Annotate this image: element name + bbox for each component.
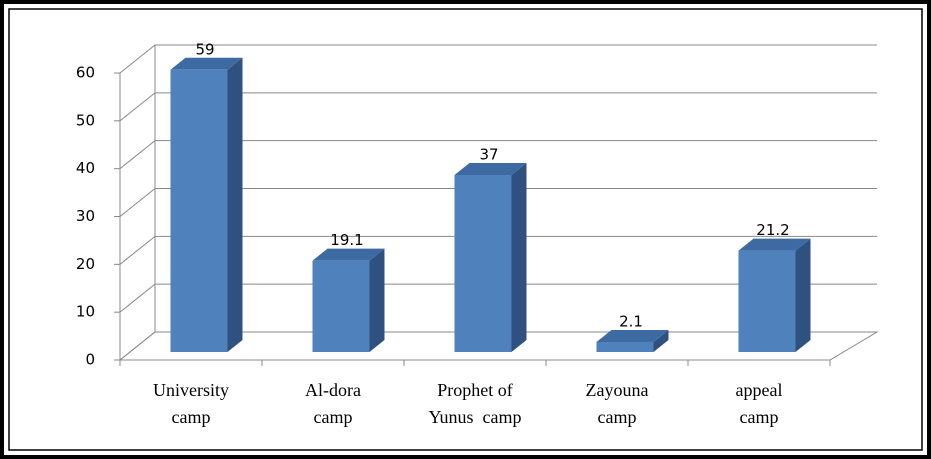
grid-line: [119, 235, 156, 265]
bar-front: [738, 250, 796, 352]
x-tick-label: Prophet of Yunus camp: [429, 380, 522, 427]
value-label: 21.2: [756, 221, 789, 239]
bar-front: [596, 341, 654, 352]
bar-side: [795, 238, 811, 352]
bar: [454, 163, 527, 352]
bar-top: [738, 238, 811, 251]
y-tick-label: 0: [85, 351, 95, 369]
bar-front: [170, 69, 228, 353]
bar: [738, 238, 811, 352]
value-label: 19.1: [330, 231, 363, 249]
grid-line: [119, 331, 156, 361]
x-tick-label: University camp: [153, 380, 229, 427]
bar-top: [170, 57, 243, 70]
bar-top: [454, 163, 527, 176]
y-tick-label: 60: [76, 64, 95, 82]
y-tick-label: 20: [76, 255, 95, 273]
value-label: 59: [195, 40, 214, 58]
grid-line: [119, 188, 156, 217]
bar-side: [227, 57, 243, 353]
bar-side: [653, 329, 669, 352]
bar: [312, 248, 385, 352]
inner-frame: [8, 8, 923, 451]
bar-top: [596, 329, 669, 342]
bar-side: [369, 248, 385, 352]
grid-line: [119, 140, 156, 170]
value-label: 37: [479, 146, 498, 164]
grid-line: [119, 283, 156, 313]
y-tick-label: 40: [76, 159, 95, 177]
bar: [596, 329, 669, 352]
value-label: 2.1: [619, 312, 643, 330]
x-tick-label: Al-dora camp: [305, 380, 361, 427]
x-tick-label: appeal camp: [736, 380, 783, 427]
bar: [170, 57, 243, 353]
grid-line: [119, 44, 156, 74]
y-tick-label: 30: [76, 207, 95, 225]
bar-top: [312, 248, 385, 261]
grid-line: [119, 92, 156, 122]
y-tick-label: 50: [76, 111, 95, 129]
bar-front: [454, 175, 512, 352]
bar-side: [511, 163, 527, 352]
y-tick-label: 10: [76, 303, 95, 321]
bar-front: [312, 260, 370, 352]
x-tick-label: Zayouna camp: [586, 380, 649, 427]
